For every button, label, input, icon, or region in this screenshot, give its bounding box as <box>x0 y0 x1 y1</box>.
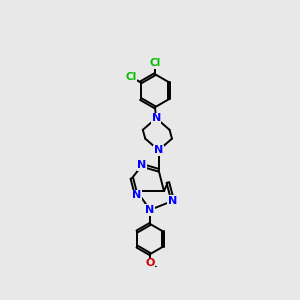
Text: N: N <box>168 196 177 206</box>
Text: N: N <box>152 113 161 123</box>
Text: Cl: Cl <box>149 58 161 68</box>
Text: N: N <box>132 190 141 200</box>
Text: Cl: Cl <box>125 72 137 82</box>
Text: N: N <box>146 205 155 215</box>
Text: N: N <box>137 160 147 170</box>
Text: N: N <box>154 145 163 155</box>
Text: O: O <box>146 258 155 268</box>
